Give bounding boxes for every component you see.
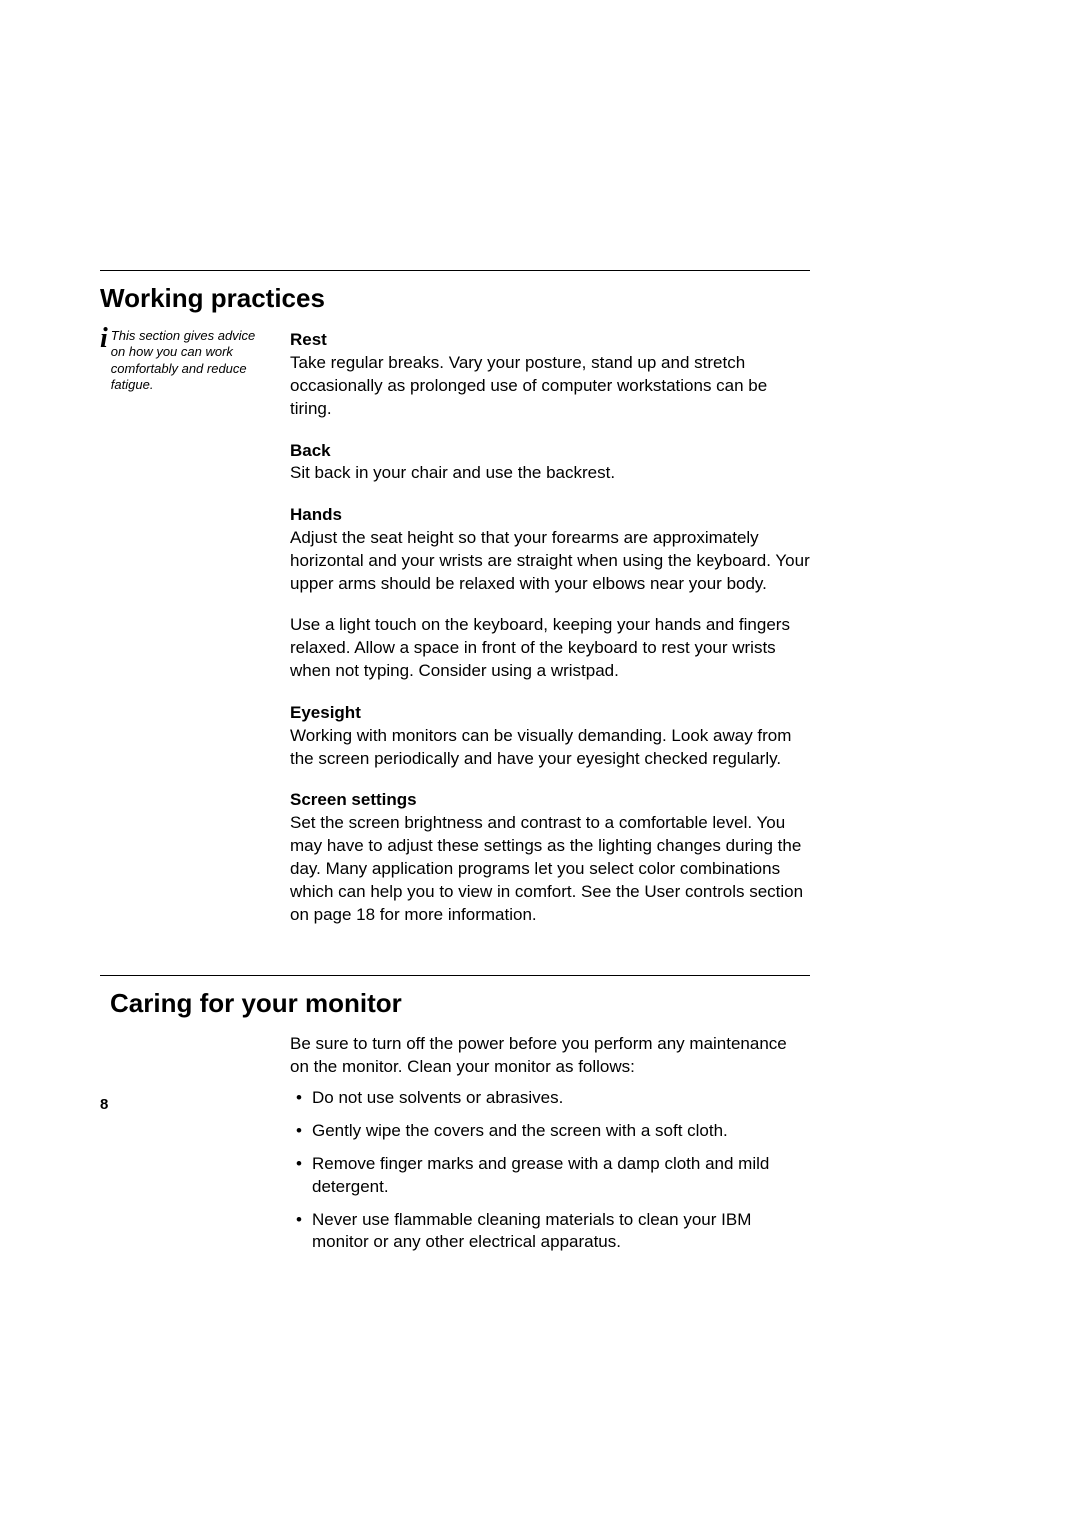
body-paragraph: Take regular breaks. Vary your posture, …	[290, 352, 810, 421]
list-item: Do not use solvents or abrasives.	[290, 1087, 810, 1110]
page-number: 8	[100, 1096, 108, 1113]
subsection-title: Eyesight	[290, 701, 810, 725]
body-paragraph: Sit back in your chair and use the backr…	[290, 462, 810, 485]
subsection-back: Back Sit back in your chair and use the …	[290, 439, 810, 486]
list-item: Remove finger marks and grease with a da…	[290, 1153, 810, 1199]
main-column: Rest Take regular breaks. Vary your post…	[290, 328, 810, 945]
main-column: Be sure to turn off the power before you…	[290, 1033, 810, 1265]
subsection-eyesight: Eyesight Working with monitors can be vi…	[290, 701, 810, 771]
two-column-layout: Be sure to turn off the power before you…	[100, 1033, 810, 1265]
divider	[100, 270, 810, 271]
divider	[100, 975, 810, 976]
bullet-list: Do not use solvents or abrasives. Gently…	[290, 1087, 810, 1255]
body-paragraph: Use a light touch on the keyboard, keepi…	[290, 614, 810, 683]
body-paragraph: Adjust the seat height so that your fore…	[290, 527, 810, 596]
section-heading: Caring for your monitor	[100, 988, 810, 1019]
info-icon: i	[100, 328, 108, 350]
sidenote-text: This section gives advice on how you can…	[111, 328, 272, 393]
body-paragraph: Working with monitors can be visually de…	[290, 725, 810, 771]
body-paragraph: Set the screen brightness and contrast t…	[290, 812, 810, 927]
subsection-rest: Rest Take regular breaks. Vary your post…	[290, 328, 810, 421]
sidenote-column: i This section gives advice on how you c…	[100, 328, 290, 393]
body-paragraph: Be sure to turn off the power before you…	[290, 1033, 810, 1079]
subsection-title: Screen settings	[290, 788, 810, 812]
subsection-title: Rest	[290, 328, 810, 352]
subsection-title: Back	[290, 439, 810, 463]
sidenote: i This section gives advice on how you c…	[100, 328, 272, 393]
subsection-screen: Screen settings Set the screen brightnes…	[290, 788, 810, 926]
section-heading: Working practices	[100, 283, 810, 314]
list-item: Gently wipe the covers and the screen wi…	[290, 1120, 810, 1143]
document-page: Working practices i This section gives a…	[0, 0, 1080, 1264]
subsection-title: Hands	[290, 503, 810, 527]
subsection-hands: Hands Adjust the seat height so that you…	[290, 503, 810, 682]
two-column-layout: i This section gives advice on how you c…	[100, 328, 810, 945]
list-item: Never use flammable cleaning materials t…	[290, 1209, 810, 1255]
